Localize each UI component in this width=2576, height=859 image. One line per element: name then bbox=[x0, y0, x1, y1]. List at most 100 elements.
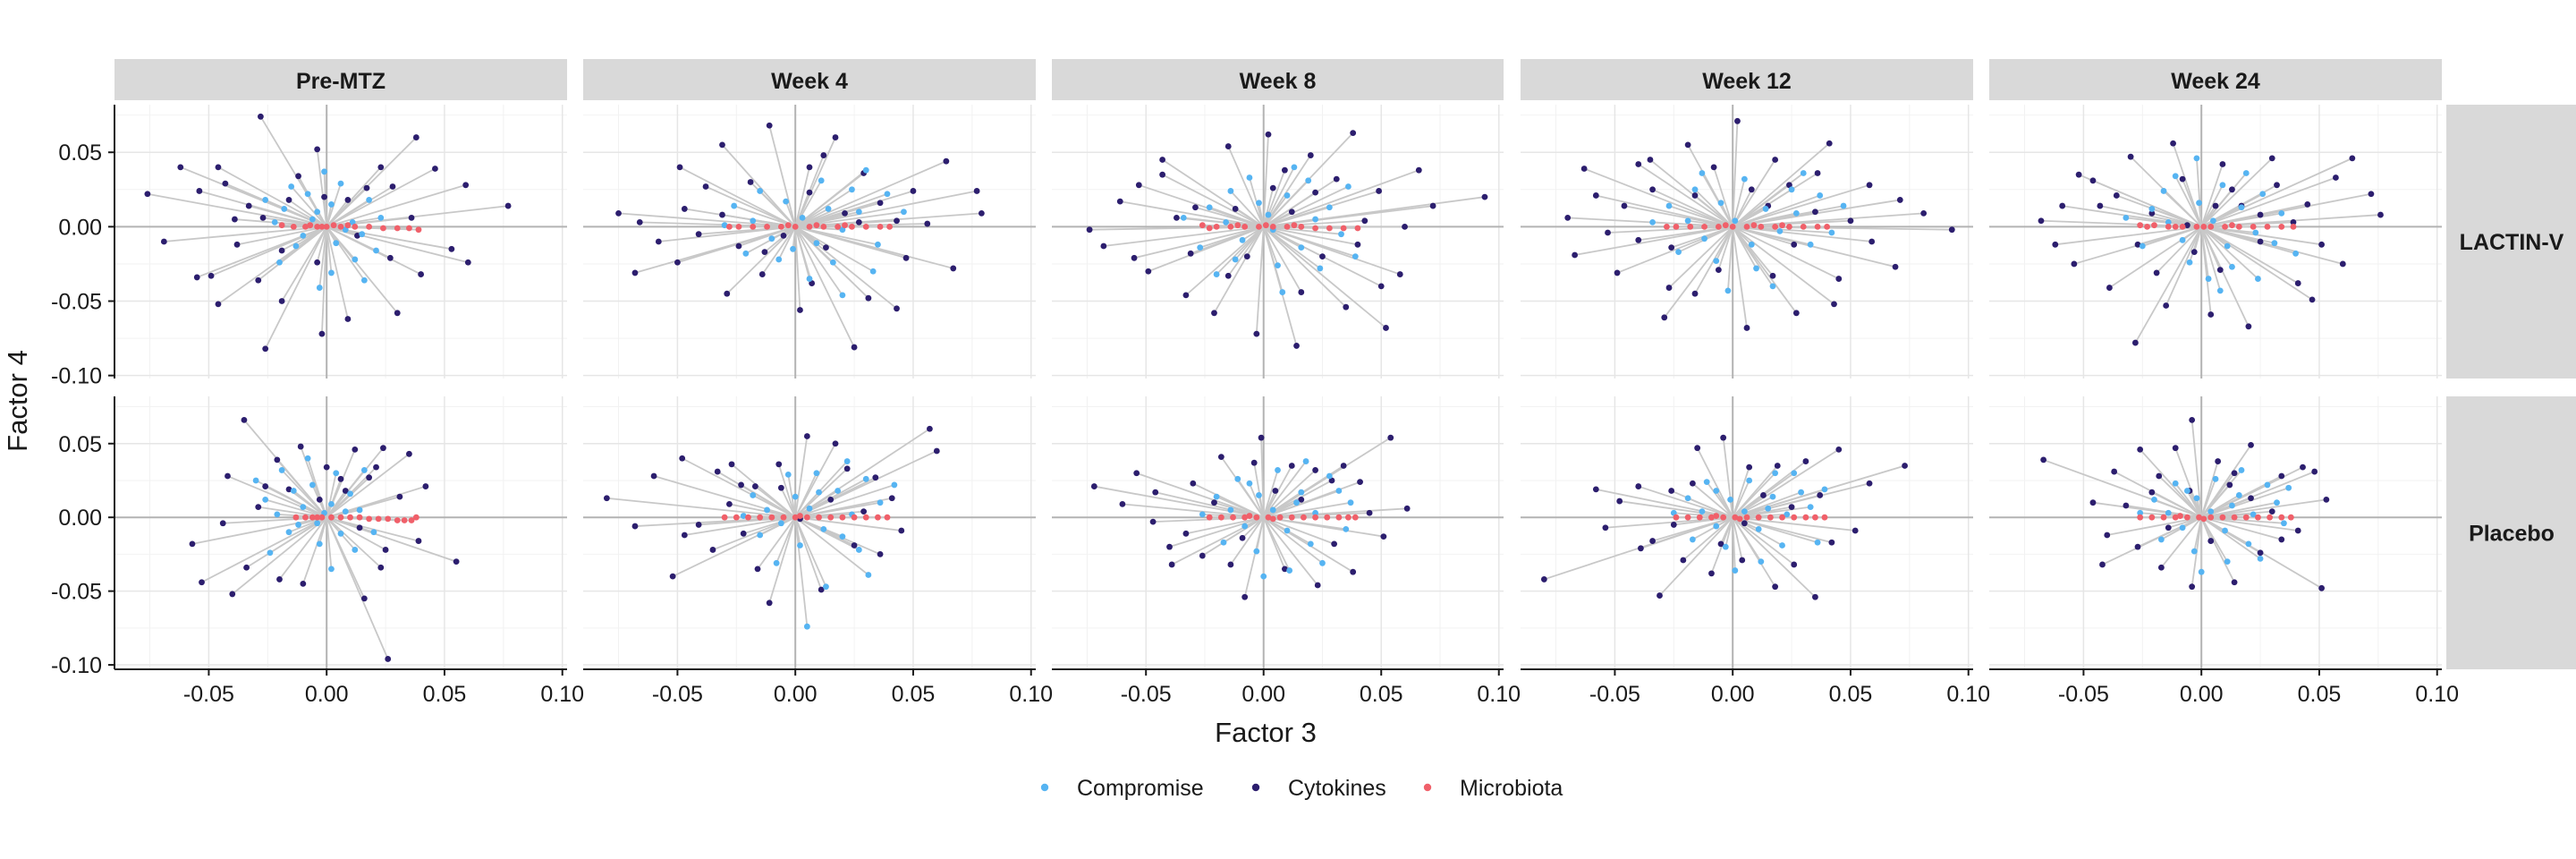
point-microbiota bbox=[314, 514, 321, 521]
point-cytokines bbox=[1133, 470, 1140, 477]
segment-cytokines bbox=[2200, 226, 2222, 270]
point-cytokines bbox=[1665, 285, 1673, 291]
point-cytokines bbox=[631, 269, 639, 276]
point-microbiota bbox=[1722, 222, 1729, 229]
segment-compromise bbox=[1732, 225, 1752, 245]
point-cytokines bbox=[719, 141, 725, 149]
segment-cytokines bbox=[2151, 491, 2202, 518]
point-compromise bbox=[292, 242, 300, 250]
point-compromise bbox=[356, 506, 363, 514]
point-compromise bbox=[1675, 249, 1682, 256]
point-compromise bbox=[2160, 188, 2167, 194]
point-microbiota bbox=[2235, 223, 2242, 230]
segment-compromise bbox=[1255, 517, 1265, 552]
segment-compromise bbox=[318, 516, 328, 545]
strip-week-4 bbox=[583, 59, 1036, 100]
segment-compromise bbox=[794, 516, 860, 551]
point-cytokines bbox=[1902, 463, 1908, 469]
point-compromise bbox=[1798, 489, 1805, 496]
segment-cytokines bbox=[232, 516, 327, 595]
point-compromise bbox=[1275, 467, 1281, 473]
point-compromise bbox=[2250, 511, 2257, 518]
point-microbiota bbox=[366, 515, 373, 523]
point-cytokines bbox=[1802, 458, 1809, 464]
point-compromise bbox=[2264, 481, 2271, 489]
point-compromise bbox=[1302, 458, 1309, 464]
point-cytokines bbox=[603, 495, 610, 502]
point-cytokines bbox=[1288, 463, 1295, 469]
panel-lactin-v-week-4 bbox=[583, 105, 1036, 378]
point-cytokines bbox=[1657, 592, 1663, 599]
point-microbiota bbox=[2219, 514, 2226, 521]
point-compromise bbox=[1713, 258, 1720, 265]
point-compromise bbox=[865, 572, 872, 578]
point-cytokines bbox=[464, 259, 471, 266]
point-cytokines bbox=[1743, 325, 1750, 331]
segment-compromise bbox=[1234, 225, 1265, 260]
point-microbiota bbox=[1812, 514, 1818, 521]
point-cytokines bbox=[894, 305, 900, 312]
point-cytokines bbox=[1772, 157, 1779, 163]
point-cytokines bbox=[373, 464, 379, 471]
segment-cytokines bbox=[2156, 225, 2202, 274]
point-microbiota bbox=[290, 223, 297, 230]
point-cytokines bbox=[797, 307, 803, 313]
y-tick-label: -0.05 bbox=[51, 290, 102, 315]
segment-cytokines bbox=[1262, 134, 1269, 227]
point-microbiota bbox=[380, 225, 386, 232]
point-microbiota bbox=[1821, 514, 1828, 521]
point-cytokines bbox=[432, 166, 438, 172]
point-cytokines bbox=[1835, 276, 1843, 282]
point-cytokines bbox=[1635, 483, 1642, 489]
point-compromise bbox=[304, 191, 311, 198]
segment-cytokines bbox=[1241, 516, 1265, 539]
segment-cytokines bbox=[679, 166, 796, 228]
segment-compromise bbox=[1732, 496, 1774, 518]
point-compromise bbox=[314, 208, 321, 216]
segment-cytokines bbox=[1185, 516, 1264, 535]
point-cytokines bbox=[1119, 500, 1126, 507]
point-compromise bbox=[1241, 523, 1249, 530]
segment-cytokines bbox=[768, 516, 797, 604]
point-cytokines bbox=[1812, 593, 1818, 600]
segment-cytokines bbox=[2168, 516, 2202, 529]
point-cytokines bbox=[735, 242, 742, 250]
point-compromise bbox=[750, 492, 757, 498]
point-cytokines bbox=[2148, 210, 2156, 217]
segment-compromise bbox=[1732, 489, 1826, 519]
point-microbiota bbox=[2278, 223, 2285, 230]
point-compromise bbox=[1260, 573, 1267, 580]
segment-compromise bbox=[792, 226, 797, 250]
segment-compromise bbox=[2186, 490, 2202, 518]
panel-placebo-week-4 bbox=[583, 396, 1036, 669]
point-compromise bbox=[1286, 567, 1293, 574]
point-compromise bbox=[359, 231, 366, 238]
point-compromise bbox=[740, 513, 747, 519]
point-compromise bbox=[309, 481, 316, 489]
segment-compromise bbox=[1733, 205, 1844, 228]
point-cytokines bbox=[321, 193, 327, 200]
point-microbiota bbox=[337, 223, 344, 230]
point-compromise bbox=[1699, 170, 1706, 176]
point-cytokines bbox=[262, 345, 269, 353]
point-cytokines bbox=[1429, 202, 1436, 209]
segment-compromise bbox=[1701, 173, 1733, 227]
point-microbiota bbox=[1824, 223, 1831, 230]
point-cytokines bbox=[2215, 458, 2222, 464]
segment-compromise bbox=[1223, 516, 1265, 543]
point-compromise bbox=[1772, 470, 1779, 477]
segment-cytokines bbox=[1136, 472, 1265, 519]
segment-compromise bbox=[1732, 225, 1774, 287]
point-microbiota bbox=[1663, 223, 1670, 230]
segment-cytokines bbox=[1185, 225, 1265, 296]
point-compromise bbox=[1722, 543, 1729, 550]
point-cytokines bbox=[1791, 241, 1798, 248]
segment-cytokines bbox=[1263, 225, 1347, 308]
segment-cytokines bbox=[201, 516, 327, 583]
point-microbiota bbox=[2287, 514, 2294, 521]
segment-cytokines bbox=[2165, 226, 2203, 306]
point-cytokines bbox=[2278, 536, 2285, 543]
point-cytokines bbox=[1791, 561, 1798, 568]
point-compromise bbox=[2292, 250, 2300, 257]
point-microbiota bbox=[2207, 223, 2215, 230]
